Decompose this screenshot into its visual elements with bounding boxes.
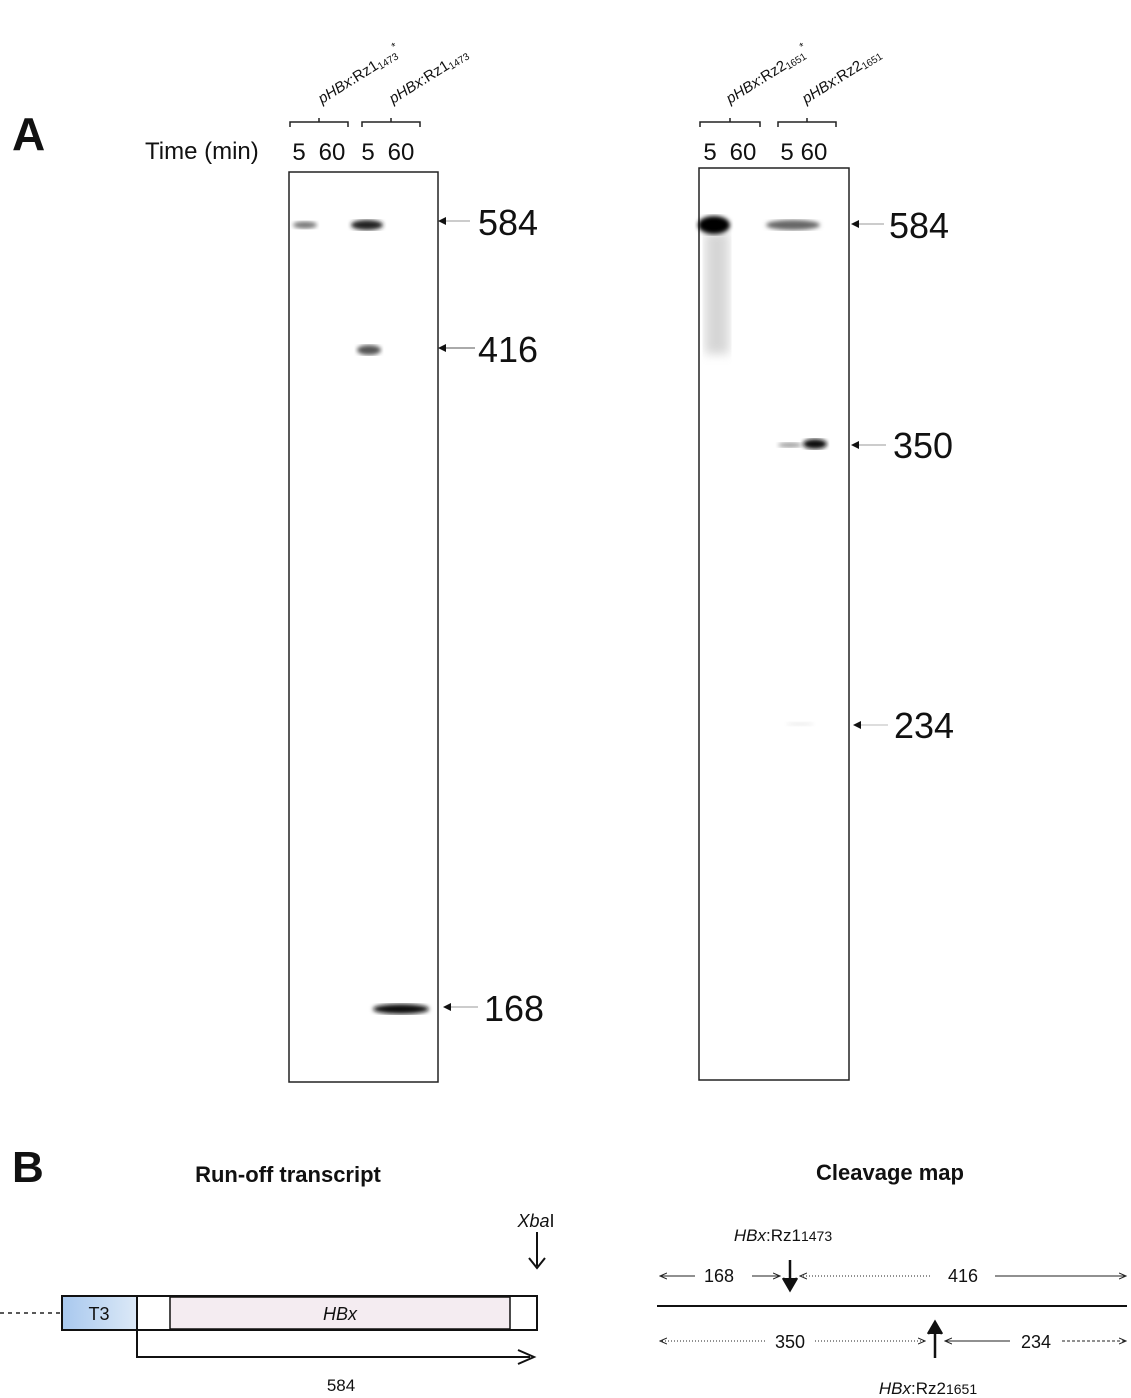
ribozyme-label: HBx:Rz21651 bbox=[879, 1379, 977, 1398]
ribozyme-part: HBx bbox=[879, 1379, 912, 1398]
gene-label: HBx bbox=[323, 1304, 358, 1324]
header-sub: 1473 bbox=[376, 51, 401, 72]
header-part: :Rz2 bbox=[830, 57, 865, 88]
gel-right bbox=[698, 168, 849, 1080]
header-part: :Rz1 bbox=[346, 57, 381, 88]
fragment-label: 350 bbox=[775, 1332, 805, 1352]
time: 5 bbox=[703, 139, 716, 166]
fragment-label: 416 bbox=[948, 1266, 978, 1286]
size-marker: 416 bbox=[478, 329, 538, 370]
panel-label: A bbox=[12, 108, 45, 160]
time: 60 bbox=[388, 139, 415, 166]
header-sub: 1651 bbox=[784, 51, 809, 72]
header-sub: 1473 bbox=[447, 51, 472, 72]
section-title: Cleavage map bbox=[816, 1160, 964, 1185]
site-part: I bbox=[550, 1211, 555, 1231]
site-part: Xba bbox=[516, 1211, 549, 1231]
header-sub: 1651 bbox=[860, 51, 885, 72]
time: 60 bbox=[801, 139, 828, 166]
header-part: :Rz1 bbox=[417, 57, 452, 88]
time: 60 bbox=[730, 139, 757, 166]
size-marker: 584 bbox=[478, 202, 538, 243]
size-marker: 350 bbox=[893, 425, 953, 466]
header-sup: * bbox=[798, 40, 809, 53]
header-sup: * bbox=[390, 40, 401, 53]
ribozyme-label: HBx:Rz11473 bbox=[734, 1226, 832, 1245]
ribozyme-part: HBx bbox=[734, 1226, 767, 1245]
header-part: :Rz2 bbox=[754, 57, 789, 88]
brackets bbox=[290, 118, 836, 127]
time-label: Time (min) bbox=[145, 138, 259, 165]
fragment-label: 168 bbox=[704, 1266, 734, 1286]
ribozyme-part: :Rz1 bbox=[766, 1226, 801, 1245]
lane-header: pHBx:Rz11473 bbox=[385, 45, 472, 109]
time: 5 bbox=[780, 139, 793, 166]
lane-header: pHBx:Rz21651 bbox=[798, 45, 885, 109]
lane-header: pHBx:Rz21651* bbox=[721, 40, 813, 109]
length-label: 584 bbox=[327, 1376, 355, 1395]
figure: A Time (min) pHBx:Rz11473* pHBx:Rz11473 … bbox=[0, 0, 1131, 1398]
site-label: XbaI bbox=[516, 1211, 554, 1231]
time: 5 bbox=[361, 139, 374, 166]
time-labels: 5 60 5 60 5 60 5 60 bbox=[292, 139, 827, 166]
size-marker: 168 bbox=[484, 988, 544, 1029]
size-marker: 584 bbox=[889, 205, 949, 246]
size-marker: 234 bbox=[894, 705, 954, 746]
section-title: Run-off transcript bbox=[195, 1162, 381, 1187]
time: 5 bbox=[292, 139, 305, 166]
transcript-diagram bbox=[0, 1232, 545, 1364]
panel-label: B bbox=[12, 1143, 44, 1192]
gel-left bbox=[289, 172, 438, 1082]
fragment-label: 234 bbox=[1021, 1332, 1051, 1352]
ribozyme-sub: 1473 bbox=[801, 1228, 832, 1244]
time: 60 bbox=[319, 139, 346, 166]
promoter-label: T3 bbox=[88, 1304, 109, 1324]
ribozyme-sub: 1651 bbox=[946, 1381, 977, 1397]
ribozyme-part: :Rz2 bbox=[911, 1379, 946, 1398]
